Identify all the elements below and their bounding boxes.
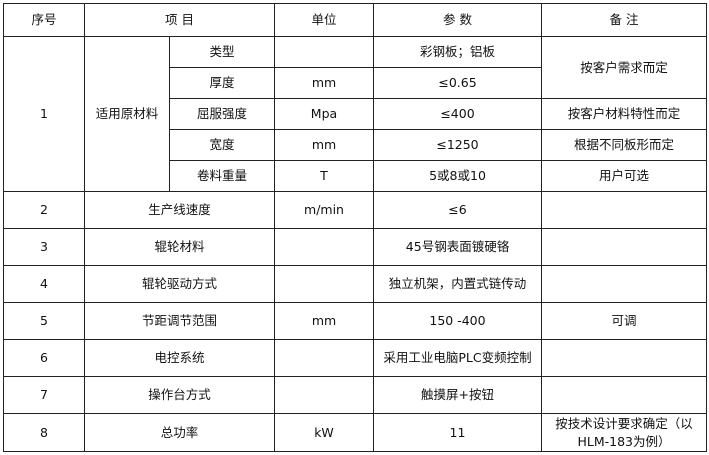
spec-table: 序号 项 目 单位 参 数 备 注 1 适用原材料 类型 彩钢板；铝板 按客户需… xyxy=(3,3,707,452)
unit-cell: kW xyxy=(274,413,374,452)
header-unit: 单位 xyxy=(274,3,374,37)
table-row: 2 生产线速度 m/min ≤6 xyxy=(3,191,707,229)
param-cell: ≤1250 xyxy=(373,129,542,161)
param-cell: 11 xyxy=(373,413,542,452)
param-cell: 45号钢表面镀硬铬 xyxy=(373,228,542,266)
row-no: 3 xyxy=(3,228,85,266)
row-item: 操作台方式 xyxy=(84,376,275,414)
table-row: 3 辊轮材料 45号钢表面镀硬铬 xyxy=(3,228,707,266)
unit-cell: m/min xyxy=(274,191,374,229)
table-row: 厚度 mm ≤0.65 xyxy=(4,67,707,99)
remark-cell: 按技术设计要求确定（以HLM-183为例） xyxy=(541,413,707,452)
table-row: 6 电控系统 采用工业电脑PLC变频控制 xyxy=(3,339,707,377)
unit-cell: mm xyxy=(274,129,374,161)
remark-cell xyxy=(541,339,707,377)
param-cell: ≤6 xyxy=(373,191,542,229)
unit-cell: mm xyxy=(274,67,374,99)
header-param: 参 数 xyxy=(373,3,542,37)
unit-cell: Mpa xyxy=(274,98,374,130)
row-item: 生产线速度 xyxy=(84,191,275,229)
param-cell: 采用工业电脑PLC变频控制 xyxy=(373,339,542,377)
remark-cell xyxy=(541,265,707,303)
row-no: 4 xyxy=(3,265,85,303)
row-no: 8 xyxy=(3,413,85,452)
sub-item: 宽度 xyxy=(169,129,275,161)
unit-cell xyxy=(274,376,374,414)
row-no: 6 xyxy=(3,339,85,377)
table-row: 宽度 mm ≤1250 根据不同板形而定 xyxy=(4,129,707,161)
table-row: 1 适用原材料 类型 彩钢板；铝板 按客户需求而定 xyxy=(3,36,707,192)
row-item: 辊轮材料 xyxy=(84,228,275,266)
table-row: 8 总功率 kW 11 按技术设计要求确定（以HLM-183为例） xyxy=(3,413,707,452)
sub-item: 屈服强度 xyxy=(169,98,275,130)
remark-cell: 按客户需求而定 xyxy=(541,36,707,99)
remark-cell: 用户可选 xyxy=(541,160,707,192)
unit-cell: mm xyxy=(274,302,374,340)
sub-item: 厚度 xyxy=(169,67,275,99)
unit-cell xyxy=(274,265,374,303)
remark-cell xyxy=(541,228,707,266)
param-cell: 5或8或10 xyxy=(373,160,542,192)
header-row: 序号 项 目 单位 参 数 备 注 xyxy=(3,3,707,37)
row-item: 辊轮驱动方式 xyxy=(84,265,275,303)
param-cell: 触摸屏+按钮 xyxy=(373,376,542,414)
table-row: 屈服强度 Mpa ≤400 按客户材料特性而定 xyxy=(4,98,707,130)
remark-cell xyxy=(541,191,707,229)
remark-cell xyxy=(541,376,707,414)
sub-item: 卷料重量 xyxy=(169,160,275,192)
unit-cell xyxy=(274,339,374,377)
remark-cell: 按客户材料特性而定 xyxy=(541,98,707,130)
header-no: 序号 xyxy=(3,3,85,37)
table-row: 5 节距调节范围 mm 150 -400 可调 xyxy=(3,302,707,340)
unit-cell: T xyxy=(274,160,374,192)
row-item: 节距调节范围 xyxy=(84,302,275,340)
remark-cell: 可调 xyxy=(541,302,707,340)
param-cell: 150 -400 xyxy=(373,302,542,340)
table-row: 4 辊轮驱动方式 独立机架，内置式链传动 xyxy=(3,265,707,303)
table-row: 7 操作台方式 触摸屏+按钮 xyxy=(3,376,707,414)
header-remark: 备 注 xyxy=(541,3,707,37)
row-no: 5 xyxy=(3,302,85,340)
param-cell: 独立机架，内置式链传动 xyxy=(373,265,542,303)
row-no: 1 xyxy=(3,36,85,192)
unit-cell xyxy=(274,36,374,68)
row-item: 总功率 xyxy=(84,413,275,452)
header-item: 项 目 xyxy=(84,3,275,37)
row-item: 电控系统 xyxy=(84,339,275,377)
remark-cell: 根据不同板形而定 xyxy=(541,129,707,161)
param-cell: ≤0.65 xyxy=(373,67,542,99)
param-cell: 彩钢板；铝板 xyxy=(373,36,542,68)
row-item: 适用原材料 xyxy=(84,36,170,192)
param-cell: ≤400 xyxy=(373,98,542,130)
unit-cell xyxy=(274,228,374,266)
sub-item: 类型 xyxy=(169,36,275,68)
row-no: 7 xyxy=(3,376,85,414)
row-no: 2 xyxy=(3,191,85,229)
